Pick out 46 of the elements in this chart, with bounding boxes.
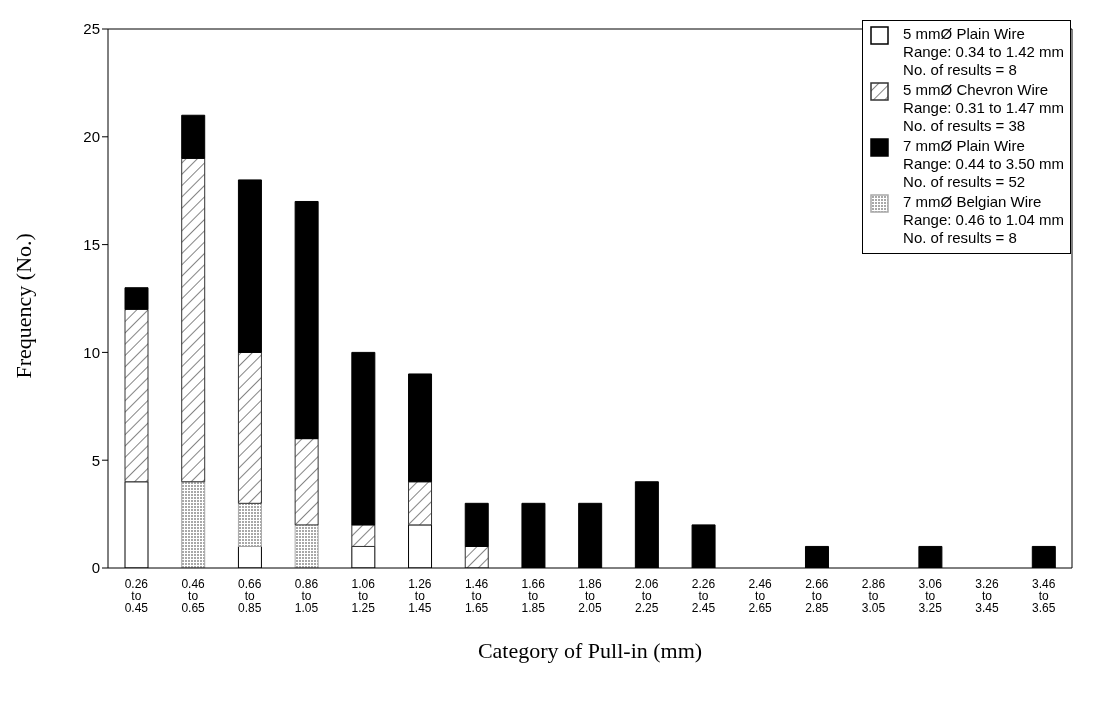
bar: [351, 524, 376, 547]
x-tick-label: 0.46 to 0.65: [181, 577, 206, 615]
x-tick-label: 2.86 to 3.05: [861, 577, 886, 615]
bar: [408, 481, 433, 526]
x-tick-label: 1.86 to 2.05: [578, 577, 602, 615]
bar: [351, 351, 376, 526]
y-tick-label: 5: [91, 451, 100, 469]
y-tick-label: 10: [83, 343, 100, 361]
x-tick-label: 0.66 to 0.85: [238, 577, 262, 615]
x-tick-label: 2.26 to 2.45: [691, 577, 716, 615]
legend-label: 5 mmØ Plain Wire Range: 0.34 to 1.42 mm No. of results = 8: [903, 25, 1064, 79]
bar: [294, 438, 319, 526]
bar: [181, 114, 206, 159]
x-tick-label: 0.26 to 0.45: [124, 577, 149, 615]
bar: [237, 502, 262, 547]
bar: [294, 200, 319, 440]
legend-label: 7 mmØ Plain Wire Range: 0.44 to 3.50 mm No. of results = 52: [903, 137, 1064, 191]
y-tick-label: 25: [83, 20, 100, 38]
legend-label: 5 mmØ Chevron Wire Range: 0.31 to 1.47 mm No. of results = 38: [903, 81, 1064, 135]
x-tick-label: 1.66 to 1.85: [521, 577, 546, 615]
bar: [181, 157, 206, 483]
x-tick-label: 1.06 to 1.25: [351, 577, 376, 615]
x-tick-label: 3.26 to 3.45: [975, 577, 999, 615]
x-tick-label: 2.66 to 2.85: [805, 577, 829, 615]
legend-label: 7 mmØ Belgian Wire Range: 0.46 to 1.04 mm No. of results = 8: [903, 193, 1064, 247]
y-tick-label: 0: [91, 559, 100, 577]
bar: [464, 545, 489, 568]
x-tick-label: 0.86 to 1.05: [294, 577, 319, 615]
x-tick-label: 3.46 to 3.65: [1031, 577, 1056, 615]
y-tick-label: 15: [83, 235, 100, 253]
bar: [237, 179, 262, 353]
x-tick-label: 2.06 to 2.25: [635, 577, 659, 615]
bar: [408, 373, 433, 483]
y-tick-label: 20: [83, 128, 100, 146]
bar: [181, 481, 206, 568]
bar: [124, 287, 149, 310]
y-axis-title: Frequency (No.): [10, 233, 36, 379]
bar: [237, 351, 262, 504]
x-tick-label: 1.46 to 1.65: [464, 577, 489, 615]
bar: [294, 524, 319, 568]
bar: [464, 502, 489, 547]
bar: [124, 308, 149, 483]
x-tick-label: 2.46 to 2.65: [748, 577, 773, 615]
x-tick-label: 3.06 to 3.25: [918, 577, 943, 615]
x-tick-label: 1.26 to 1.45: [408, 577, 432, 615]
x-axis-title: Category of Pull-in (mm): [477, 638, 703, 663]
